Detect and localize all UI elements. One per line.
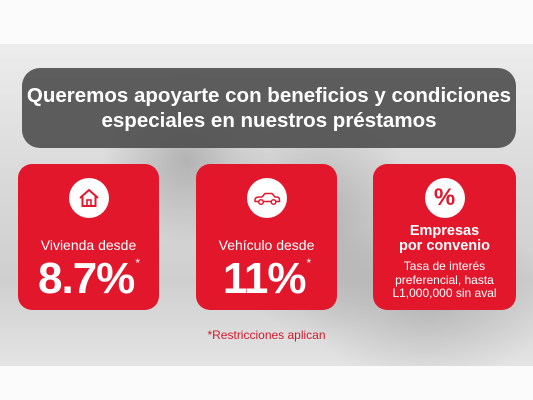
restrictions-note: *Restricciones aplican xyxy=(207,328,326,342)
card-vehiculo-rate-mark: * xyxy=(306,256,311,270)
headline-line-1: Queremos apoyarte con beneficios y condi… xyxy=(26,84,512,107)
card-empresas-title-line-1: Empresas xyxy=(409,223,480,239)
car-icon xyxy=(246,178,287,218)
card-vehiculo: Vehículo desde 11%* xyxy=(196,164,337,310)
bottom-band xyxy=(0,366,533,400)
headline-line-2: especiales en nuestros préstamos xyxy=(101,109,437,132)
card-empresas-desc-line-1: Tasa de interés xyxy=(403,259,486,273)
card-empresas-title-line-2: por convenio xyxy=(398,238,491,254)
card-vehiculo-rate-value: 11% xyxy=(222,254,307,303)
card-empresas-description: Tasa de interés preferencial, hasta L1,0… xyxy=(373,259,516,301)
top-band xyxy=(0,0,533,44)
card-vehiculo-rate: 11%* xyxy=(196,254,337,304)
card-vivienda: Vivienda desde 8.7%* xyxy=(18,164,159,310)
card-empresas-desc-line-3: L1,000,000 sin aval xyxy=(392,286,497,300)
card-empresas: % Empresas por convenio Tasa de interés … xyxy=(373,164,516,310)
headline-banner: Queremos apoyarte con beneficios y condi… xyxy=(22,68,516,148)
card-empresas-desc-line-2: preferencial, hasta xyxy=(395,272,494,287)
card-vehiculo-label: Vehículo desde xyxy=(218,237,315,253)
house-icon xyxy=(68,178,109,218)
card-vivienda-label: Vivienda desde xyxy=(40,237,137,253)
percent-glyph: % xyxy=(433,184,456,211)
card-vivienda-rate-mark: * xyxy=(135,256,140,270)
percent-icon: % xyxy=(424,178,465,218)
card-vivienda-rate-value: 8.7% xyxy=(38,254,135,303)
card-empresas-title: Empresas por convenio xyxy=(373,224,516,254)
card-vivienda-rate: 8.7%* xyxy=(18,254,159,304)
